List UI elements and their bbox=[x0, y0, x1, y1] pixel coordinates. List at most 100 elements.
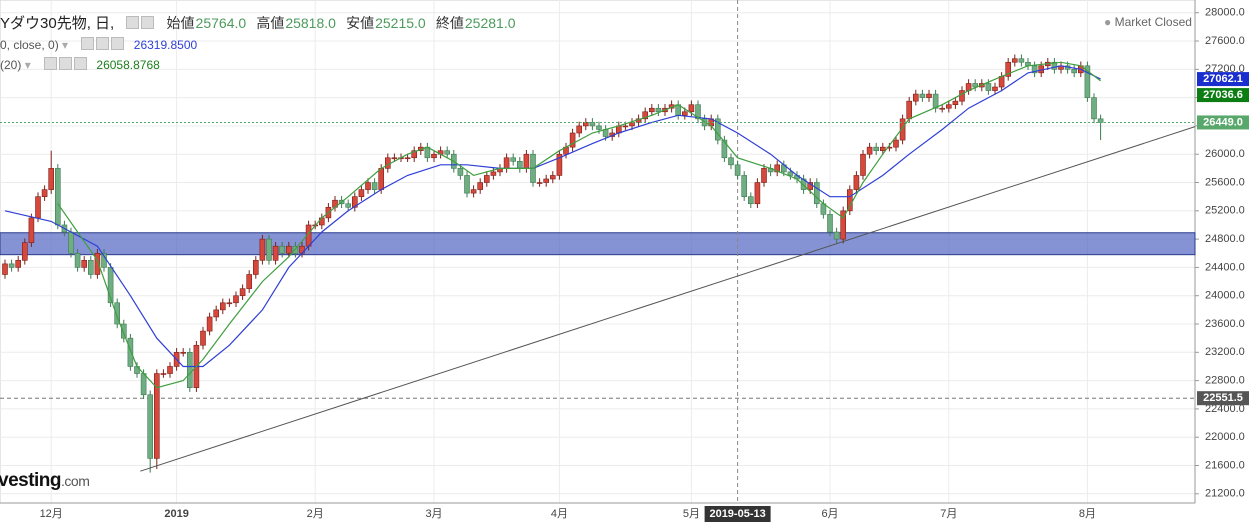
candle-body bbox=[68, 231, 74, 254]
candle-body bbox=[714, 118, 721, 141]
candle-body bbox=[464, 175, 470, 194]
ohlc-label: 始値 bbox=[166, 15, 195, 31]
watermark-text: .com bbox=[61, 473, 90, 489]
legend-row: (20) ▾ 26058.8768 bbox=[0, 57, 160, 72]
candle-body bbox=[813, 182, 820, 205]
candle-body bbox=[88, 260, 94, 275]
candle-body bbox=[351, 196, 358, 208]
candle-body bbox=[503, 157, 510, 169]
candle-body bbox=[15, 260, 21, 268]
candle-body bbox=[536, 182, 543, 184]
candle-body bbox=[728, 157, 734, 166]
y-tick-label: 23200.0 bbox=[1205, 346, 1245, 358]
candle-body bbox=[411, 150, 418, 159]
x-tick-label: 12月 bbox=[40, 508, 63, 520]
price-tag-label: 22551.5 bbox=[1203, 392, 1243, 404]
candle-body bbox=[648, 107, 655, 113]
candle-body bbox=[932, 93, 939, 109]
x-tick-label: 2019 bbox=[164, 508, 188, 520]
candle-body bbox=[371, 182, 378, 190]
crosshair-date: 2019-05-13 bbox=[709, 508, 765, 520]
candle-body bbox=[899, 118, 906, 141]
candle-body bbox=[81, 260, 87, 268]
candle-body bbox=[1005, 61, 1012, 77]
candle-body bbox=[457, 168, 464, 176]
price-tag-label: 26449.0 bbox=[1203, 116, 1243, 128]
x-tick-label: 5月 bbox=[683, 508, 700, 520]
y-tick-label: 21600.0 bbox=[1205, 459, 1245, 471]
candle-body bbox=[2, 263, 8, 275]
candle-body bbox=[992, 86, 998, 91]
candle-body bbox=[28, 217, 35, 243]
candle-body bbox=[1097, 118, 1104, 123]
x-tick-label: 4月 bbox=[551, 508, 568, 520]
candle-body bbox=[747, 196, 754, 205]
candle-body bbox=[622, 125, 629, 128]
price-tag-label: 27062.1 bbox=[1203, 73, 1243, 85]
candle-body bbox=[833, 231, 840, 240]
price-tag-label: 27036.6 bbox=[1203, 89, 1243, 101]
ohlc-label: 高値 bbox=[256, 15, 285, 31]
candle-body bbox=[253, 260, 259, 275]
price-tag bbox=[1197, 115, 1249, 130]
candle-body bbox=[721, 139, 728, 159]
candle-body bbox=[952, 100, 959, 106]
y-tick-label: 24000.0 bbox=[1205, 290, 1245, 302]
candle-body bbox=[655, 107, 662, 113]
candle-body bbox=[787, 171, 794, 176]
candle-body bbox=[972, 83, 979, 88]
candle-body bbox=[266, 238, 272, 261]
candle-body bbox=[167, 366, 173, 374]
y-tick-label: 27600.0 bbox=[1205, 35, 1245, 47]
candle-body bbox=[8, 263, 15, 268]
trendline bbox=[140, 126, 1196, 472]
candle-body bbox=[1031, 65, 1038, 74]
candle-body bbox=[912, 93, 919, 102]
x-tick-label: 7月 bbox=[940, 508, 957, 520]
candle-body bbox=[879, 146, 886, 151]
candle-body bbox=[926, 93, 932, 98]
candle-body bbox=[285, 245, 292, 254]
title: Yダウ30先物, 日, bbox=[0, 15, 115, 32]
candle-body bbox=[41, 189, 48, 197]
legend-value: 26319.8500 bbox=[133, 38, 198, 52]
candle-body bbox=[404, 157, 411, 160]
candle-body bbox=[239, 288, 246, 297]
candle-body bbox=[840, 210, 847, 240]
candle-body bbox=[985, 83, 992, 91]
y-tick-label: 22400.0 bbox=[1205, 403, 1245, 415]
candle-body bbox=[272, 245, 279, 261]
y-tick-label: 26000.0 bbox=[1205, 148, 1245, 160]
candle-body bbox=[1084, 65, 1091, 98]
candle-body bbox=[48, 168, 55, 190]
candle-body bbox=[470, 189, 477, 194]
legend-name: (20) bbox=[0, 58, 22, 72]
candle-body bbox=[213, 309, 219, 318]
candle-body bbox=[180, 352, 186, 354]
candle-body bbox=[576, 125, 583, 134]
candle-body bbox=[1091, 97, 1097, 120]
candle-body bbox=[681, 111, 688, 116]
candle-body bbox=[233, 295, 239, 304]
y-tick-label: 28000.0 bbox=[1205, 7, 1245, 19]
ohlc-value: 25764.0 bbox=[195, 15, 247, 31]
watermark: vesting.com bbox=[0, 470, 90, 492]
candle-body bbox=[200, 330, 206, 346]
icons bbox=[81, 37, 126, 52]
crosshair-date-box bbox=[704, 506, 771, 522]
legend-name: 0, close, 0) bbox=[0, 38, 59, 52]
candle-body bbox=[906, 100, 913, 120]
candle-body bbox=[695, 104, 701, 120]
candle-body bbox=[431, 153, 437, 159]
candle-body bbox=[919, 93, 926, 98]
candle-body bbox=[121, 323, 127, 339]
icons bbox=[44, 57, 89, 72]
y-tick-label: 25200.0 bbox=[1205, 205, 1245, 217]
candle-body bbox=[444, 150, 451, 155]
y-tick-label: 21200.0 bbox=[1205, 488, 1245, 500]
candle-body bbox=[761, 168, 767, 183]
price-tag bbox=[1197, 391, 1249, 406]
candle-body bbox=[345, 203, 352, 208]
